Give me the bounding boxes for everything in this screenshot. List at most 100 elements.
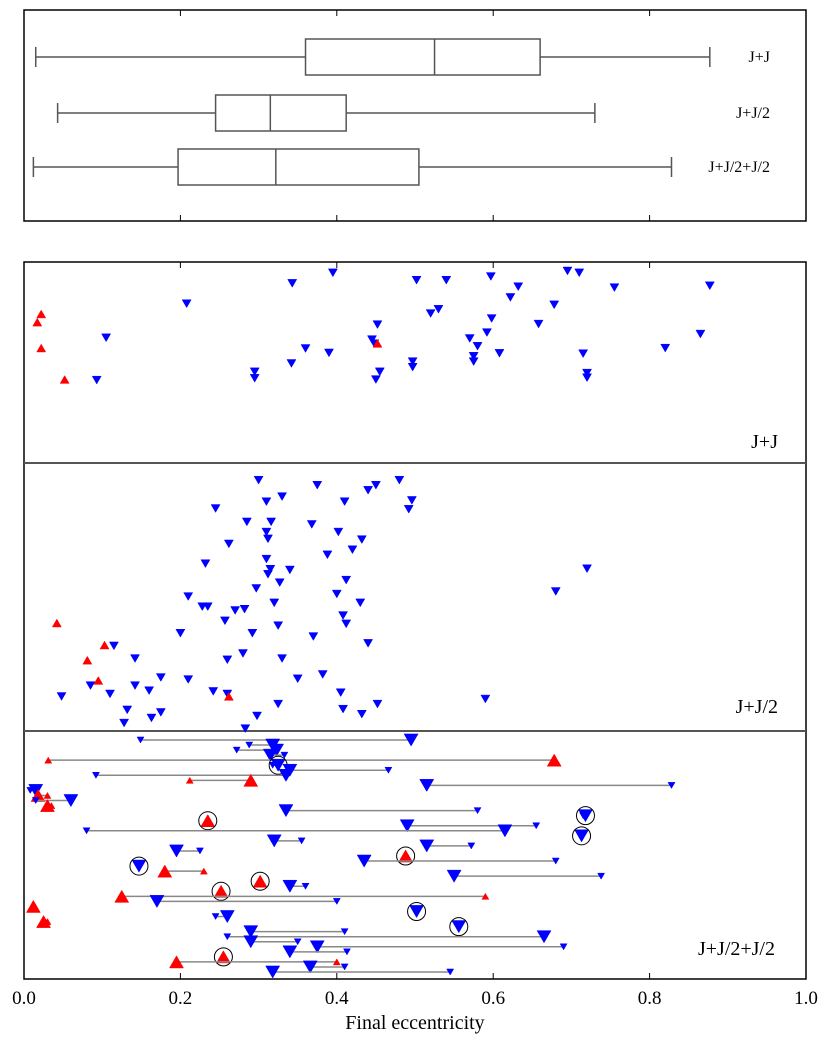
blue-down-triangle: [238, 649, 248, 658]
boxes: J+J J+J/2 J+J/2+J/2: [32, 38, 770, 186]
blue-down-triangle: [252, 711, 262, 721]
blue-down-triangle: [181, 299, 192, 309]
initial-marker: [301, 882, 310, 890]
blue-down-triangle: [122, 705, 133, 715]
initial-marker: [597, 872, 606, 880]
initial-marker: [136, 736, 145, 744]
x-tick-label: 0.2: [169, 988, 193, 1009]
panel-label: J+J/2: [736, 696, 778, 718]
blue-down-triangle: [374, 367, 385, 377]
initial-marker: [232, 746, 241, 754]
scatter-area: J+J J+J/2 J+J/2+J/2: [23, 261, 807, 980]
blue-down-triangle: [578, 349, 589, 359]
blue-down-triangle: [247, 629, 258, 638]
blue-down-triangle: [249, 374, 260, 383]
blue-down-triangle: [273, 699, 284, 709]
blue-down-triangle: [317, 670, 328, 679]
final-marker: [36, 915, 51, 928]
blue-down-triangle: [338, 611, 348, 620]
blue-down-triangle: [144, 686, 155, 696]
final-marker: [282, 879, 298, 893]
initial-marker: [481, 892, 490, 900]
x-axis-label: Final eccentricity: [345, 1012, 484, 1034]
initial-marker: [332, 898, 341, 905]
final-marker: [169, 844, 184, 858]
blue-down-triangle: [105, 689, 115, 699]
blue-down-triangle: [433, 305, 444, 314]
blue-down-triangle: [300, 344, 311, 353]
red-up-triangle: [93, 676, 104, 685]
blue-down-triangle: [372, 320, 383, 329]
box-iqr: [177, 148, 420, 186]
highlight-circle: [575, 806, 595, 826]
final-marker: [446, 869, 462, 883]
blue-down-triangle: [660, 343, 671, 353]
blue-down-triangle: [331, 589, 342, 599]
final-marker: [40, 799, 55, 812]
blue-down-triangle: [335, 688, 346, 698]
final-marker: [243, 935, 259, 949]
red-up-triangle: [32, 317, 43, 327]
initial-marker: [199, 867, 208, 875]
box-series-label: J+J/2: [736, 105, 770, 122]
final-marker: [546, 753, 562, 767]
initial-marker: [92, 772, 100, 779]
boxplot-tick-marks: [179, 10, 651, 221]
blue-down-triangle: [480, 694, 491, 704]
x-tick-label: 0.8: [638, 988, 662, 1009]
initial-marker: [280, 751, 289, 759]
initial-marker: [446, 968, 455, 976]
blue-down-triangle: [549, 300, 560, 310]
final-marker: [63, 794, 79, 808]
final-marker: [302, 960, 318, 974]
final-marker: [399, 819, 415, 833]
highlight-circle: [572, 826, 592, 846]
final-marker: [243, 925, 259, 939]
box-series: J+J/2+J/2: [32, 148, 770, 186]
highlight-circle: [407, 901, 427, 921]
initial-marker: [297, 837, 306, 845]
blue-down-triangle: [505, 293, 516, 302]
final-marker: [398, 849, 414, 863]
final-marker: [536, 930, 552, 944]
final-marker: [131, 859, 147, 873]
final-marker: [114, 889, 130, 903]
initial-marker: [185, 776, 194, 784]
blue-down-triangle: [284, 565, 295, 575]
final-marker: [578, 809, 593, 823]
blue-down-triangle: [370, 375, 381, 384]
blue-down-triangle: [261, 554, 272, 564]
blue-down-triangle: [249, 367, 260, 377]
final-marker: [215, 950, 231, 964]
blue-down-triangle: [582, 564, 592, 574]
blue-down-triangle: [582, 368, 592, 378]
box-series-label: J+J: [749, 49, 770, 66]
highlight-circle: [129, 856, 149, 876]
x-tick-label: 0.4: [325, 988, 349, 1009]
final-marker: [309, 940, 325, 954]
panel-label: J+J/2+J/2: [698, 938, 775, 960]
red-up-triangle: [36, 343, 47, 353]
red-up-triangle: [82, 655, 93, 665]
blue-down-triangle: [363, 639, 374, 648]
x-tick-labels: 0.0 0.2 0.4 0.6 0.8 1.0: [12, 988, 818, 1009]
blue-down-triangle: [574, 268, 585, 278]
final-marker: [409, 905, 424, 919]
panel-label: J+J: [751, 431, 778, 453]
scatter-frame: [23, 261, 807, 980]
blue-down-triangle: [266, 517, 277, 527]
blue-down-triangle: [155, 708, 166, 717]
blue-down-triangle: [287, 279, 298, 288]
initial-marker: [31, 797, 40, 805]
final-marker: [149, 895, 165, 908]
initial-marker: [467, 842, 476, 850]
initial-marker: [551, 857, 560, 865]
blue-down-triangle: [550, 587, 561, 596]
blue-down-triangle: [464, 334, 475, 343]
initial-marker: [559, 943, 568, 951]
initial-marker: [43, 791, 52, 799]
red-up-triangle: [99, 640, 110, 650]
blue-down-triangle: [406, 496, 417, 505]
blue-down-triangle: [146, 713, 157, 723]
